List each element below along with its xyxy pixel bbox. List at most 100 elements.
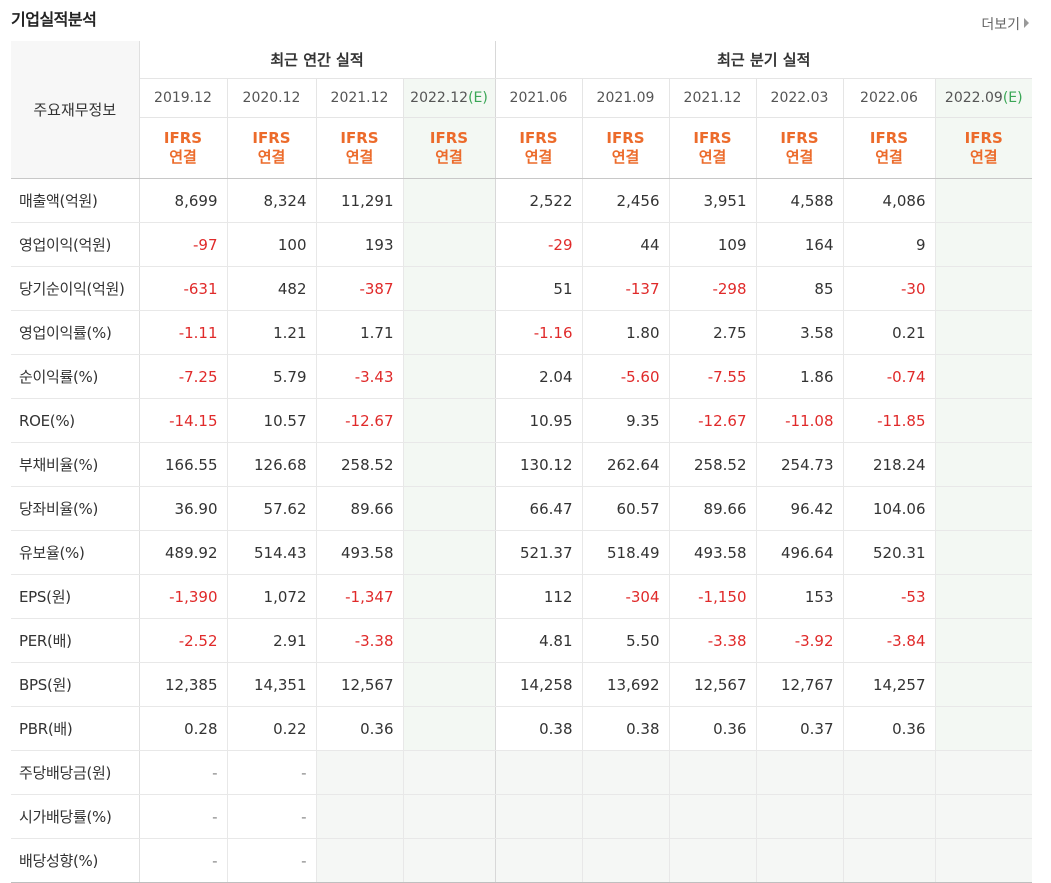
period-label: 2022.03 — [770, 90, 829, 106]
table-cell — [934, 662, 1032, 707]
table-cell: 9.35 — [581, 398, 669, 443]
ifrs-line1: IFRS — [252, 129, 291, 147]
table-cell: 5.50 — [581, 618, 669, 663]
table-cell: 14,351 — [226, 662, 316, 707]
annual-group-header: 최근 연간 실적 — [139, 41, 495, 79]
period-label: 2021.06 — [509, 90, 568, 106]
ifrs-line1: IFRS — [780, 129, 819, 147]
ifrs-line2: 연결 — [785, 148, 814, 166]
table-cell: 36.90 — [138, 486, 227, 531]
table-cell: 258.52 — [315, 442, 403, 487]
table-cell: 100 — [226, 222, 316, 267]
table-row: 유보율(%) 489.92 514.43 493.58 521.37 518.49 493.… — [11, 530, 1032, 575]
ifrs-line2: 연결 — [257, 148, 286, 166]
more-label: 더보기 — [981, 17, 1020, 33]
table-cell: 4,588 — [755, 178, 843, 223]
ifrs-line1: IFRS — [429, 129, 469, 147]
table-cell — [842, 838, 935, 883]
table-cell: 166.55 — [138, 442, 227, 487]
table-cell: 2,456 — [581, 178, 669, 223]
table-cell: 14,258 — [494, 662, 582, 707]
row-label: BPS(원) — [11, 662, 140, 707]
table-cell: 0.22 — [226, 706, 316, 751]
table-cell: 0.21 — [842, 310, 935, 355]
period-header: 2021.09 — [581, 78, 669, 118]
quarter-group-header: 최근 분기 실적 — [494, 41, 1032, 79]
ifrs-label: IFRS 연결 — [494, 117, 582, 179]
table-cell — [402, 178, 495, 223]
table-cell — [668, 794, 756, 839]
table-row: PER(배) -2.52 2.91 -3.38 4.81 5.50 -3.38 -3.92 -3… — [11, 618, 1032, 663]
period-label: 2020.12 — [242, 90, 301, 106]
more-link[interactable]: 더보기 — [981, 14, 1029, 34]
period-header: 2021.06 — [494, 78, 582, 118]
period-header: 2020.12 — [226, 78, 316, 118]
table-cell: -7.55 — [668, 354, 756, 399]
table-row: 당좌비율(%) 36.90 57.62 89.66 66.47 60.57 89.66 96.… — [11, 486, 1032, 531]
table-cell — [934, 178, 1032, 223]
ifrs-line2: 연결 — [435, 148, 463, 166]
ifrs-line1: IFRS — [869, 129, 909, 147]
table-cell — [494, 838, 582, 883]
table-cell — [934, 794, 1032, 839]
table-cell: 12,567 — [668, 662, 756, 707]
table-cell: 4.81 — [494, 618, 582, 663]
table-cell: 1.21 — [226, 310, 316, 355]
table-cell — [934, 706, 1032, 751]
ifrs-line1: IFRS — [964, 129, 1003, 147]
table-row: 매출액(억원) 8,699 8,324 11,291 2,522 2,456 3,951 4,… — [11, 178, 1032, 223]
table-cell: - — [226, 794, 316, 839]
row-label: 순이익률(%) — [11, 354, 140, 399]
table-cell: 518.49 — [581, 530, 669, 575]
table-cell — [402, 442, 495, 487]
table-cell: 89.66 — [668, 486, 756, 531]
table-cell: 218.24 — [842, 442, 935, 487]
table-cell — [315, 794, 403, 839]
table-cell: -11.08 — [755, 398, 843, 443]
table-cell — [402, 486, 495, 531]
table-cell: -1,150 — [668, 574, 756, 619]
table-cell — [402, 618, 495, 663]
table-cell: 57.62 — [226, 486, 316, 531]
table-cell: -298 — [668, 266, 756, 311]
table-cell: -14.15 — [138, 398, 227, 443]
table-cell: -12.67 — [315, 398, 403, 443]
table-cell — [494, 750, 582, 795]
table-row: BPS(원) 12,385 14,351 12,567 14,258 13,692 12,5… — [11, 662, 1032, 707]
row-label: 당기순이익(억원) — [11, 266, 140, 311]
table-cell: -1.11 — [138, 310, 227, 355]
table-cell: 496.64 — [755, 530, 843, 575]
estimate-marker: (E) — [468, 90, 488, 106]
table-cell: 262.64 — [581, 442, 669, 487]
period-header: 2021.12 — [315, 78, 403, 118]
table-row: 시가배당률(%) - - — [11, 794, 1032, 839]
table-row: 배당성향(%) - - — [11, 838, 1032, 883]
table-cell: 0.36 — [842, 706, 935, 751]
row-label: ROE(%) — [11, 398, 140, 443]
table-cell — [842, 750, 935, 795]
ifrs-line2: 연결 — [875, 148, 903, 166]
ifrs-label: IFRS 연결 — [755, 117, 843, 179]
table-cell: - — [138, 838, 227, 883]
row-label: 영업이익(억원) — [11, 222, 140, 267]
row-label: PER(배) — [11, 618, 140, 663]
table-cell: 10.95 — [494, 398, 582, 443]
table-cell: 4,086 — [842, 178, 935, 223]
table-cell: 130.12 — [494, 442, 582, 487]
table-cell: - — [226, 750, 316, 795]
table-cell: 5.79 — [226, 354, 316, 399]
ifrs-label: IFRS 연결 — [315, 117, 403, 179]
row-label: 영업이익률(%) — [11, 310, 140, 355]
table-cell — [402, 574, 495, 619]
table-cell: -631 — [138, 266, 227, 311]
period-label: 2022.12 — [410, 90, 469, 106]
table-cell — [581, 750, 669, 795]
table-cell — [842, 794, 935, 839]
financial-summary-table: 주요재무정보 최근 연간 실적 최근 분기 실적 2019.12 2020.12 2… — [11, 41, 1032, 883]
table-cell: -3.92 — [755, 618, 843, 663]
ifrs-label: IFRS 연결 — [138, 117, 227, 179]
ifrs-line1: IFRS — [693, 129, 732, 147]
table-cell: 2,522 — [494, 178, 582, 223]
period-header: 2022.09(E) — [934, 78, 1032, 118]
table-cell: 1.71 — [315, 310, 403, 355]
